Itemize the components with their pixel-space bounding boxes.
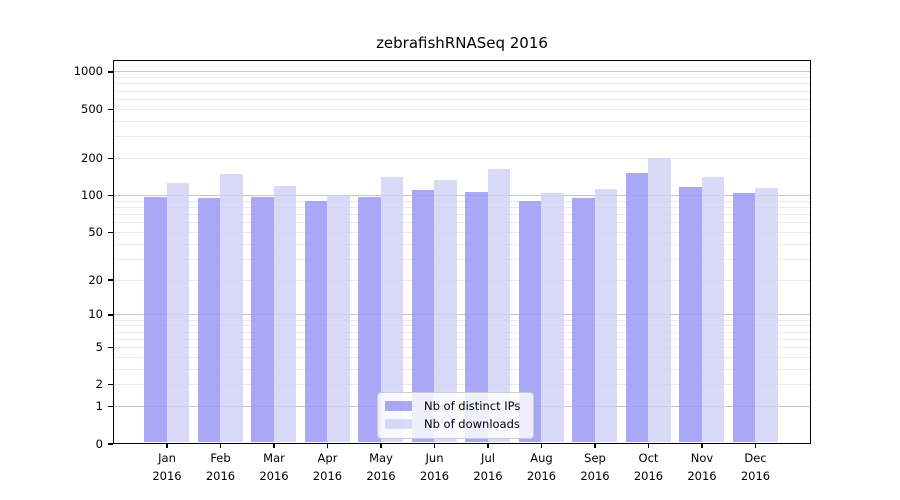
gridline-minor-30 bbox=[114, 258, 810, 260]
y-tick-label-500: 500 bbox=[81, 101, 103, 116]
y-tick-label-1: 1 bbox=[95, 399, 103, 414]
gridline-major-1000 bbox=[114, 71, 810, 73]
bar-distinct-ips-dec bbox=[732, 193, 755, 442]
legend-swatch-distinct-ips bbox=[385, 401, 412, 411]
y-tick-label-5: 5 bbox=[95, 340, 103, 354]
x-tick-label-mar: Mar 2016 bbox=[259, 451, 289, 483]
x-tick-sep bbox=[594, 444, 596, 448]
bar-downloads-jun bbox=[434, 180, 457, 442]
gridline-minor-70 bbox=[114, 213, 810, 215]
gridline-minor-90 bbox=[114, 200, 810, 202]
x-tick-jun bbox=[433, 444, 436, 448]
bar-downloads-mar bbox=[273, 186, 296, 442]
bar-distinct-ips-jun bbox=[411, 189, 434, 442]
gridline-minor-400 bbox=[114, 120, 810, 122]
legend-label-downloads: Nb of downloads bbox=[424, 417, 520, 431]
gridline-minor-8 bbox=[114, 325, 810, 327]
gridlines-layer bbox=[114, 61, 810, 443]
y-tick-label-10: 10 bbox=[88, 307, 103, 322]
x-tick-jul bbox=[487, 444, 489, 448]
gridline-major-10 bbox=[114, 314, 810, 316]
gridline-minor-3 bbox=[114, 368, 810, 370]
y-tick-label-20: 20 bbox=[88, 272, 103, 287]
x-tick-label-jan: Jan 2016 bbox=[152, 451, 182, 483]
x-tick-label-jul: Jul 2016 bbox=[473, 451, 503, 483]
bar-distinct-ips-sep bbox=[572, 198, 595, 442]
bar-downloads-oct bbox=[648, 157, 671, 442]
y-tick-label-200: 200 bbox=[81, 150, 103, 165]
bar-downloads-aug bbox=[541, 192, 564, 442]
x-tick-feb bbox=[219, 444, 222, 448]
y-tick-label-2: 2 bbox=[95, 377, 103, 392]
bar-distinct-ips-aug bbox=[518, 200, 541, 442]
gridline-minor-6 bbox=[114, 338, 810, 340]
bar-downloads-jan bbox=[166, 183, 189, 442]
x-tick-label-may: May 2016 bbox=[366, 451, 396, 483]
bar-distinct-ips-jan bbox=[144, 196, 167, 442]
gridline-major-100 bbox=[114, 195, 810, 196]
bar-distinct-ips-jul bbox=[465, 191, 488, 442]
x-tick-label-dec: Dec 2016 bbox=[740, 451, 771, 483]
bar-downloads-jul bbox=[487, 168, 510, 442]
x-tick-jan bbox=[166, 444, 168, 448]
x-tick-label-aug: Aug 2016 bbox=[526, 451, 557, 483]
legend-swatch-downloads bbox=[385, 419, 412, 429]
legend-item-downloads: Nb of downloads bbox=[385, 417, 520, 431]
gridline-minor-7 bbox=[114, 331, 810, 333]
gridline-minor-2 bbox=[114, 384, 810, 386]
x-tick-may bbox=[380, 444, 382, 448]
gridline-minor-5 bbox=[114, 347, 810, 348]
bar-downloads-dec bbox=[755, 187, 778, 442]
x-tick-mar bbox=[273, 444, 275, 448]
gridline-minor-20 bbox=[114, 279, 810, 281]
y-tick-label-100: 100 bbox=[81, 188, 103, 202]
y-tick-label-50: 50 bbox=[88, 224, 103, 239]
gridline-minor-80 bbox=[114, 206, 810, 208]
x-tick-nov bbox=[701, 444, 703, 448]
gridline-minor-60 bbox=[114, 222, 810, 224]
x-tick-label-oct: Oct 2016 bbox=[633, 451, 664, 483]
x-tick-apr bbox=[326, 444, 329, 448]
x-tick-label-nov: Nov 2016 bbox=[687, 451, 717, 483]
legend-item-distinct-ips: Nb of distinct IPs bbox=[385, 399, 520, 413]
bar-distinct-ips-feb bbox=[197, 198, 220, 442]
bar-downloads-apr bbox=[327, 195, 350, 442]
x-tick-label-apr: Apr 2016 bbox=[312, 451, 343, 483]
bar-downloads-sep bbox=[594, 189, 617, 442]
gridline-minor-9 bbox=[114, 319, 810, 321]
bar-distinct-ips-apr bbox=[304, 201, 327, 442]
bar-downloads-feb bbox=[220, 174, 243, 442]
bar-distinct-ips-nov bbox=[679, 187, 702, 442]
x-tick-label-sep: Sep 2016 bbox=[580, 451, 610, 483]
x-tick-label-jun: Jun 2016 bbox=[419, 451, 450, 483]
chart-title: zebrafishRNASeq 2016 bbox=[376, 34, 548, 52]
legend-label-distinct-ips: Nb of distinct IPs bbox=[424, 399, 521, 413]
x-tick-label-feb: Feb 2016 bbox=[205, 451, 236, 483]
gridline-minor-600 bbox=[114, 98, 810, 100]
bar-downloads-nov bbox=[701, 176, 724, 442]
gridline-minor-500 bbox=[114, 108, 810, 110]
bars-layer bbox=[114, 61, 810, 443]
gridline-minor-40 bbox=[114, 243, 810, 245]
y-tick-label-1000: 1000 bbox=[73, 64, 103, 79]
gridline-minor-50 bbox=[114, 231, 810, 233]
bar-downloads-may bbox=[380, 177, 403, 442]
gridline-minor-4 bbox=[114, 356, 810, 358]
gridline-minor-700 bbox=[114, 90, 810, 92]
x-tick-aug bbox=[540, 444, 543, 448]
plot-area: Nb of distinct IPs Nb of downloads bbox=[113, 60, 811, 444]
gridline-minor-900 bbox=[114, 77, 810, 79]
bar-distinct-ips-may bbox=[358, 196, 381, 442]
x-tick-oct bbox=[647, 444, 650, 448]
gridline-minor-300 bbox=[114, 136, 810, 138]
gridline-minor-800 bbox=[114, 83, 810, 85]
bar-distinct-ips-mar bbox=[251, 196, 274, 442]
legend: Nb of distinct IPs Nb of downloads bbox=[377, 392, 535, 439]
y-tick-label-0: 0 bbox=[95, 436, 103, 451]
x-tick-dec bbox=[754, 444, 757, 448]
bar-distinct-ips-oct bbox=[625, 173, 648, 442]
gridline-minor-200 bbox=[114, 157, 810, 159]
